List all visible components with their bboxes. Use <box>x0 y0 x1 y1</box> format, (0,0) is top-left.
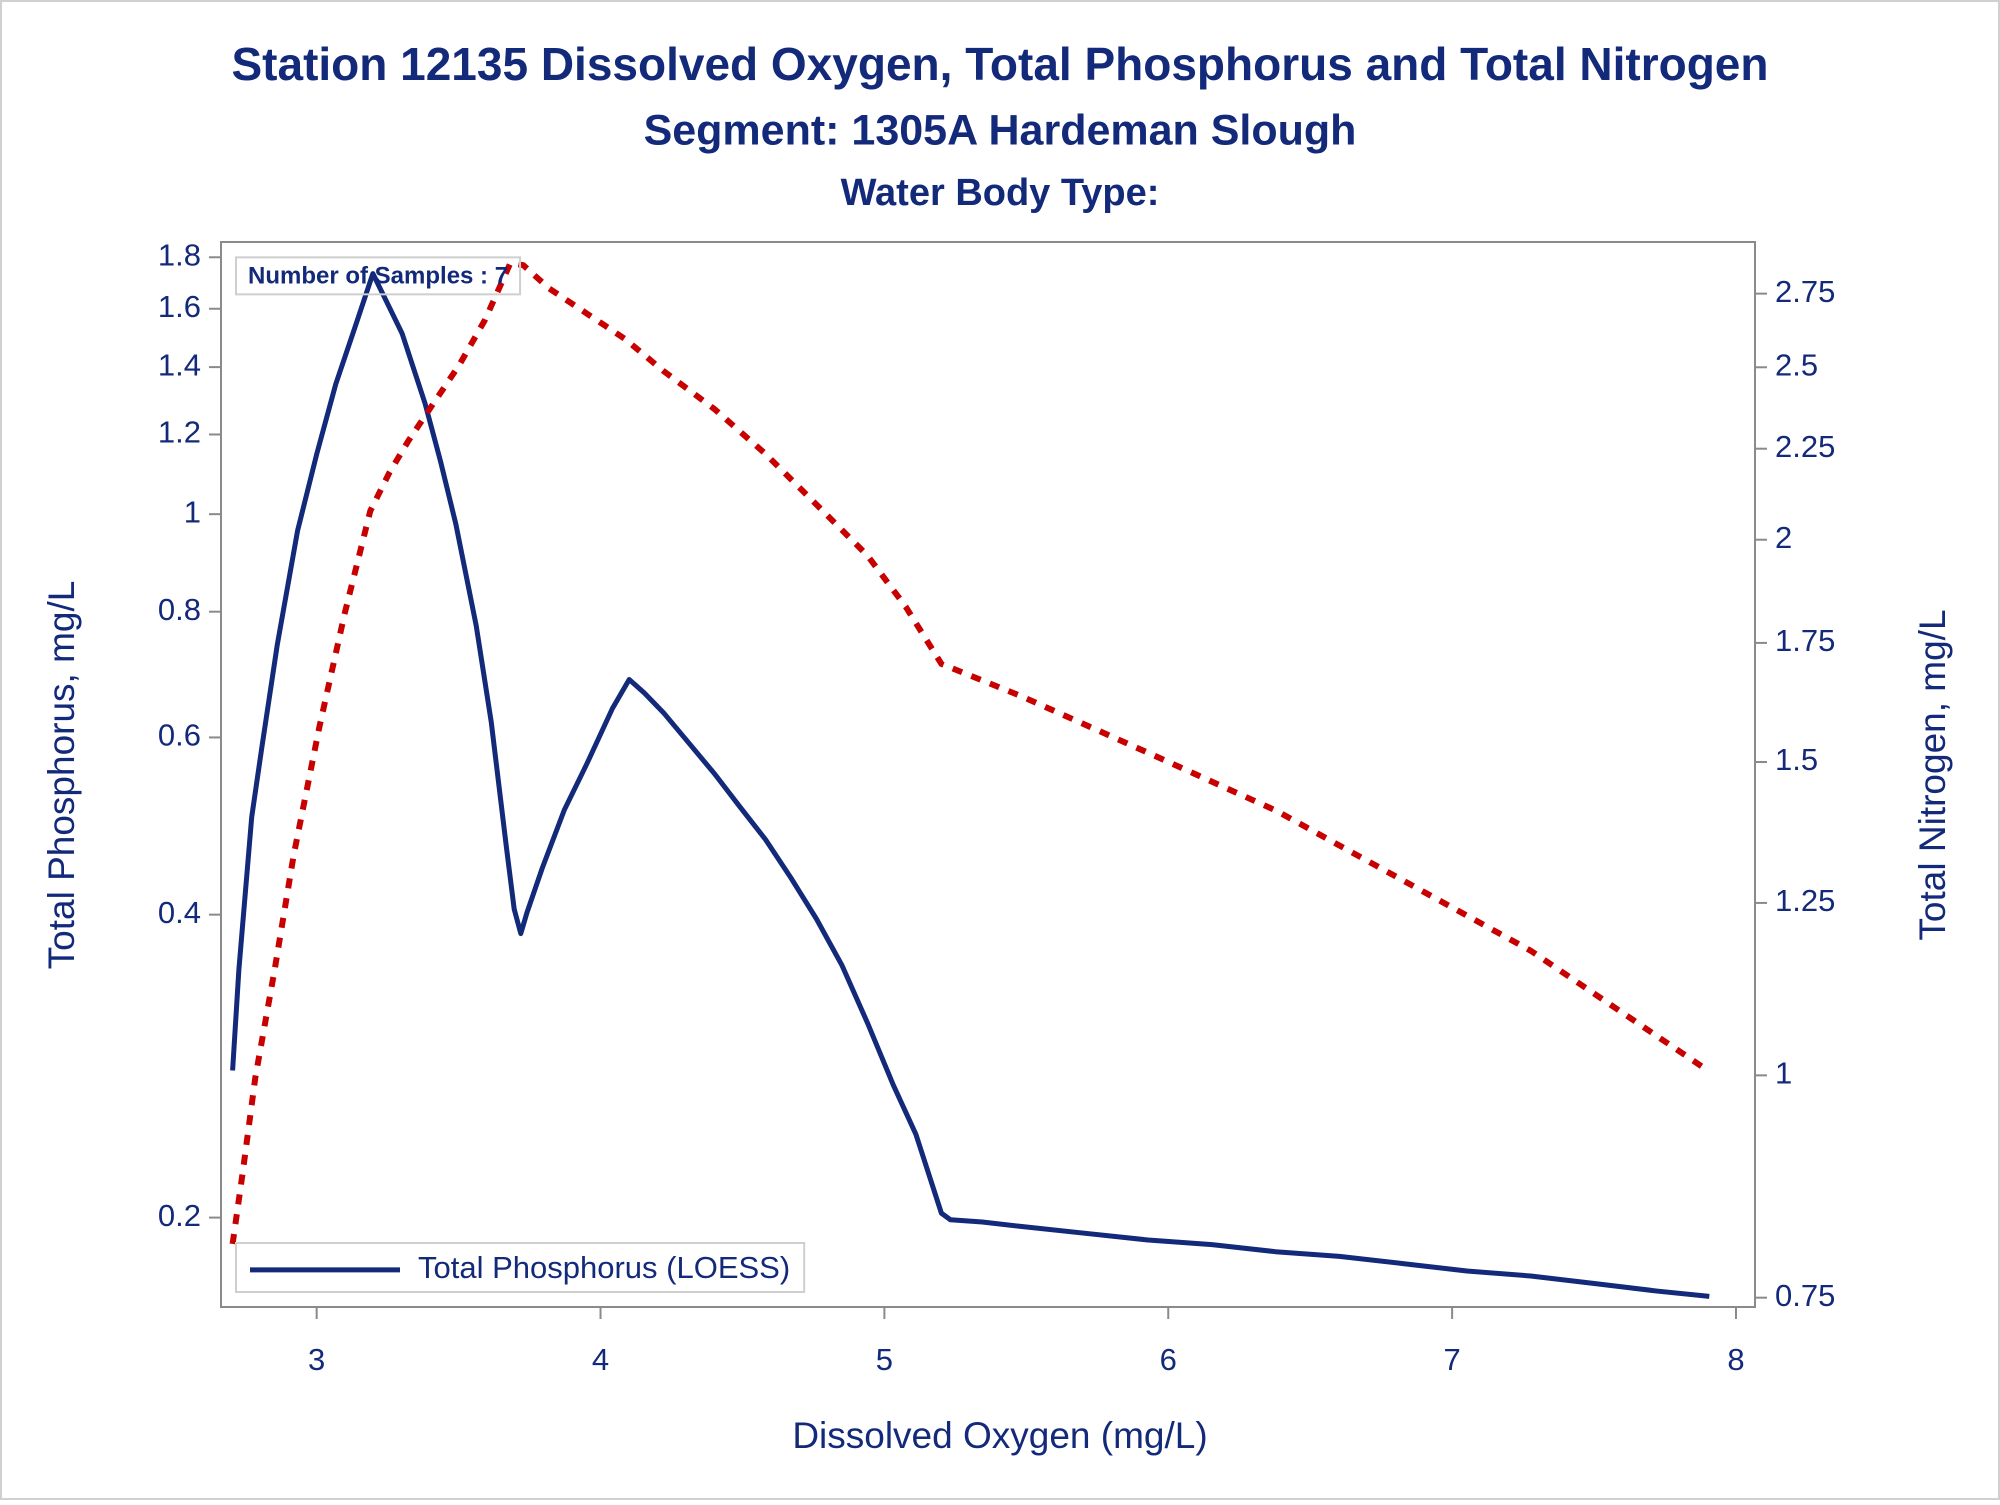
y-tick-label: 0.2 <box>158 1198 201 1233</box>
y2-tick-label: 1 <box>1775 1056 1792 1091</box>
y2-tick-label: 1.75 <box>1775 623 1835 658</box>
x-axis-label: Dissolved Oxygen (mg/L) <box>792 1415 1207 1456</box>
y-tick-label: 1.6 <box>158 289 201 324</box>
y2-axis-label: Total Nitrogen, mg/L <box>1912 609 1953 940</box>
x-tick-label: 4 <box>592 1342 609 1377</box>
y2-tick-label: 1.5 <box>1775 742 1818 777</box>
y-tick-label: 0.8 <box>158 592 201 627</box>
y2-tick-label: 1.25 <box>1775 883 1835 918</box>
chart-title: Station 12135 Dissolved Oxygen, Total Ph… <box>231 38 1768 90</box>
plot-area <box>220 241 1756 1308</box>
x-tick-label: 8 <box>1727 1342 1744 1377</box>
chart-subtitle: Segment: 1305A Hardeman Slough <box>644 106 1357 154</box>
legend-label: Total Phosphorus (LOESS) <box>418 1250 790 1285</box>
y-tick-label: 1.2 <box>158 415 201 450</box>
y-axis-label: Total Phosphorus, mg/L <box>41 581 82 970</box>
series-line <box>229 259 1711 1245</box>
x-tick-label: 5 <box>876 1342 893 1377</box>
legend: Total Phosphorus (LOESS) <box>250 1250 790 1285</box>
x-tick-label: 3 <box>308 1342 325 1377</box>
y-tick-label: 0.4 <box>158 895 201 930</box>
y-tick-label: 1 <box>184 494 201 529</box>
x-tick-label: 6 <box>1160 1342 1177 1377</box>
y-tick-label: 1.4 <box>158 347 201 382</box>
x-tick-label: 7 <box>1443 1342 1460 1377</box>
y2-tick-label: 2 <box>1775 520 1792 555</box>
series-line <box>230 271 1710 1299</box>
annotation-box <box>235 256 522 296</box>
chart-subtitle: Water Body Type: <box>841 172 1160 214</box>
annotation: Number of Samples : 7 <box>248 262 508 289</box>
y-tick-label: 0.6 <box>158 718 201 753</box>
y2-tick-label: 0.75 <box>1775 1278 1835 1313</box>
y2-tick-label: 2.25 <box>1775 429 1835 464</box>
y2-tick-label: 2.75 <box>1775 274 1835 309</box>
y2-tick-label: 2.5 <box>1775 347 1818 382</box>
y-tick-label: 1.8 <box>158 237 201 272</box>
